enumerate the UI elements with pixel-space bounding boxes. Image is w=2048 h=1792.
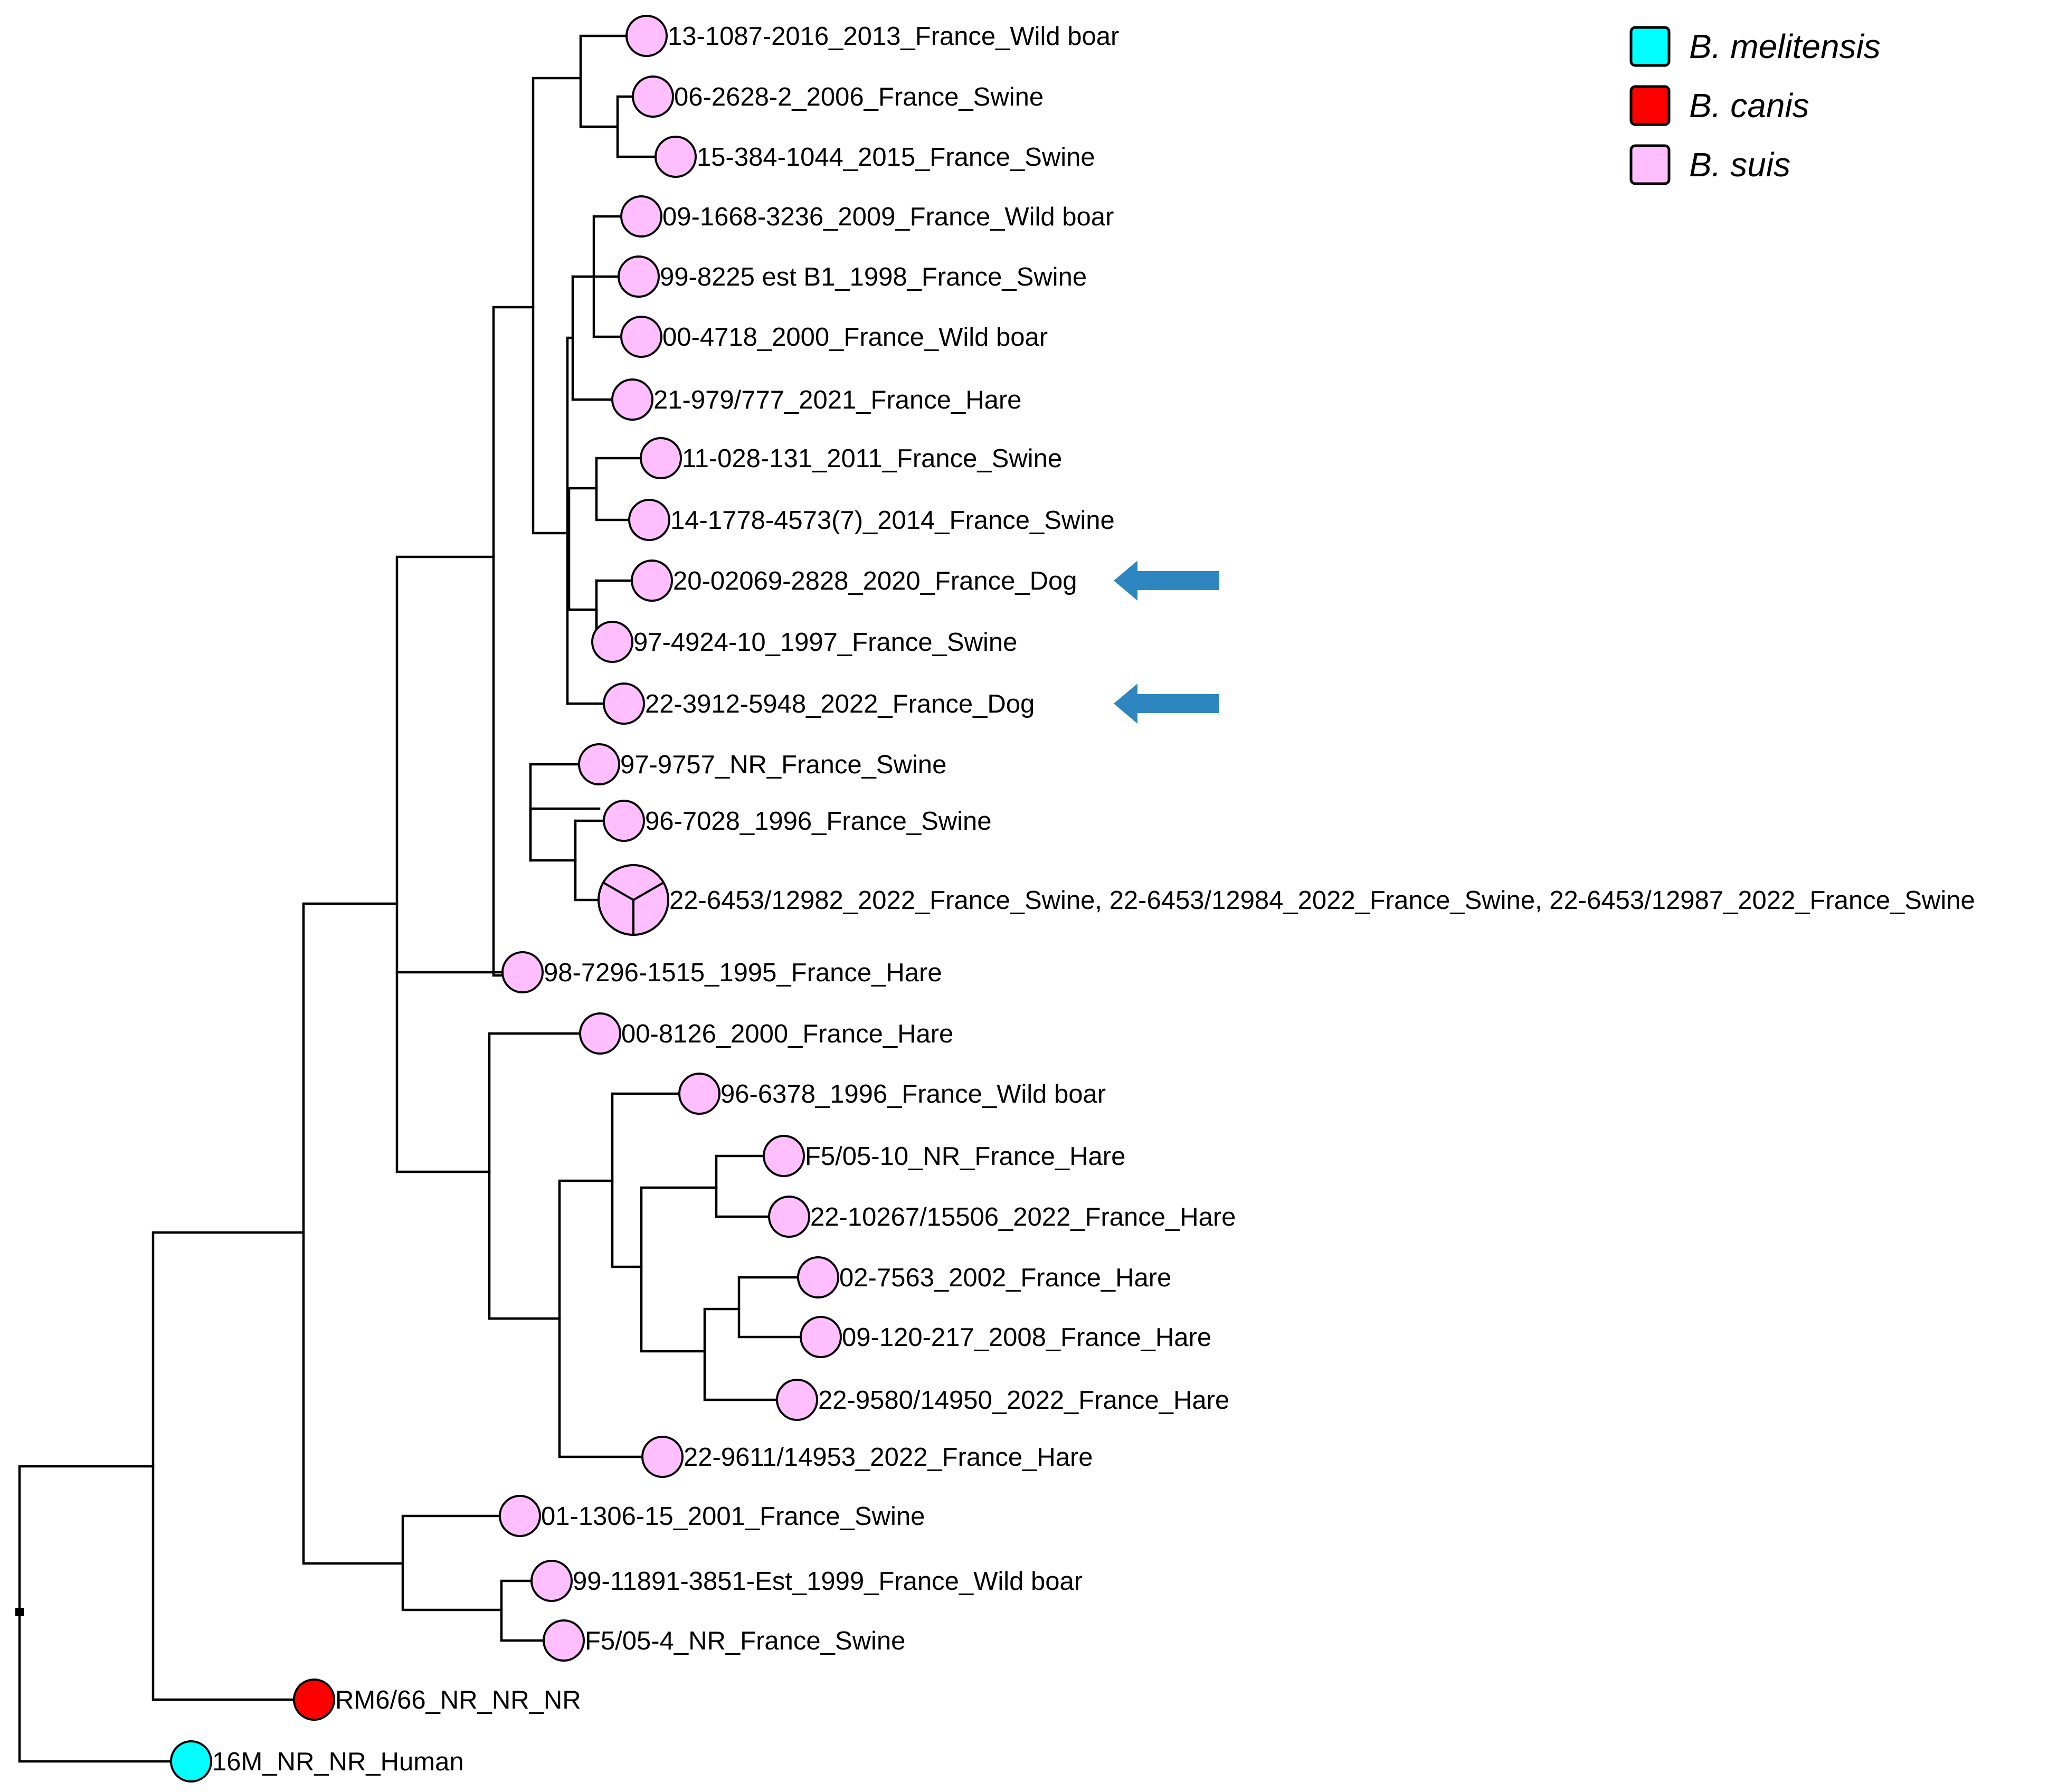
leaf-label: 15-384-1044_2015_France_Swine	[697, 143, 1095, 172]
leaf-label: 22-9580/14950_2022_France_Hare	[818, 1386, 1229, 1415]
leaf-label: 97-4924-10_1997_France_Swine	[633, 628, 1017, 657]
leaf-label: 14-1778-4573(7)_2014_France_Swine	[670, 506, 1115, 535]
branch-clade-c1a	[611, 1092, 701, 1268]
leaf-label: 13-1087-2016_2013_France_Wild boar	[668, 22, 1119, 51]
leaf-label: 22-10267/15506_2022_France_Hare	[810, 1203, 1236, 1231]
species-legend: B. melitensis B. canis B. suis	[1629, 26, 1881, 185]
leaf-label: 00-4718_2000_France_Wild boar	[662, 323, 1048, 352]
leaf-label: 22-3912-5948_2022_France_Dog	[645, 690, 1035, 718]
leaf-label: 11-028-131_2011_France_Swine	[682, 444, 1062, 473]
branch-clade-c1b-2	[703, 1307, 799, 1401]
leaf-node	[632, 75, 674, 118]
leaf-label: 09-120-217_2008_France_Hare	[842, 1323, 1211, 1352]
leaf-label: 00-8126_2000_France_Hare	[621, 1020, 953, 1048]
branch-clade-c	[488, 1032, 602, 1320]
leaf-node	[579, 1012, 621, 1055]
leaf-node	[625, 15, 668, 57]
legend-swatch	[1629, 26, 1671, 67]
legend-swatch	[1629, 85, 1671, 126]
branch-clade-a2	[529, 807, 601, 862]
leaf-node	[678, 1073, 720, 1115]
leaf-label: 16M_NR_NR_Human	[212, 1748, 464, 1776]
highlight-arrows	[1114, 561, 1219, 724]
legend-swatch	[1629, 144, 1671, 185]
leaf-label: 06-2628-2_2006_France_Swine	[674, 83, 1044, 111]
leaf-node	[768, 1196, 810, 1238]
leaf-node	[499, 1495, 541, 1537]
highlight-arrow	[1114, 684, 1219, 724]
leaf-node	[603, 800, 645, 842]
legend-label: B. suis	[1689, 146, 1790, 184]
leaf-node	[618, 255, 660, 298]
leaf-node	[620, 195, 662, 238]
leaf-node	[628, 499, 670, 541]
tree-branches	[15, 34, 822, 1763]
leaf-node	[640, 437, 682, 479]
leaf-label: 22-9611/14953_2022_France_Hare	[684, 1443, 1093, 1472]
root-marker	[15, 1608, 24, 1616]
branch-clade-a-top	[492, 306, 535, 977]
branch-suis-main	[302, 902, 404, 1565]
leaf-labels: 13-1087-2016_2013_France_Wild boar 06-262…	[212, 22, 1975, 1776]
leaf-node	[776, 1379, 818, 1421]
leaf-label: 96-6378_1996_France_Wild boar	[720, 1080, 1106, 1108]
leaf-node	[641, 1436, 684, 1478]
leaf-node	[170, 1740, 212, 1782]
leaf-node	[763, 1135, 805, 1177]
branch-clade-a1b-2	[566, 487, 598, 611]
branch-root	[18, 1465, 193, 1763]
leaf-node	[655, 136, 697, 178]
leaf-node	[578, 743, 620, 785]
highlight-arrow	[1114, 561, 1219, 601]
leaf-node	[543, 1619, 585, 1662]
branch-clade-c1	[558, 1179, 664, 1458]
leaf-label: 02-7563_2002_France_Hare	[839, 1264, 1171, 1292]
legend-label: B. canis	[1689, 87, 1809, 125]
branch-clade-a2-sub	[574, 819, 606, 902]
branch-clade-a1b-1	[571, 215, 643, 338]
branch-clade-c1b	[640, 1186, 718, 1353]
leaf-node	[530, 1560, 573, 1602]
leaf-node	[501, 951, 544, 993]
leaf-node	[603, 682, 645, 725]
leaf-label: 21-979/777_2021_France_Hare	[653, 386, 1021, 414]
leaf-label: 20-02069-2828_2020_France_Dog	[673, 567, 1077, 595]
leaf-label: 99-8225 est B1_1998_France_Swine	[660, 263, 1087, 291]
leaf-label: 09-1668-3236_2009_France_Wild boar	[662, 203, 1114, 231]
node-segment-divider	[602, 881, 634, 901]
leaf-node	[631, 560, 673, 602]
leaf-label: RM6/66_NR_NR_NR	[335, 1686, 581, 1714]
node-segment-divider	[633, 881, 665, 901]
branch-ingroup	[151, 1231, 316, 1701]
leaf-label: 01-1306-15_2001_France_Swine	[541, 1502, 925, 1531]
leaf-node	[293, 1679, 335, 1721]
branch-clade-a	[395, 555, 495, 1173]
leaf-label: F5/05-10_NR_France_Hare	[805, 1142, 1125, 1171]
leaf-label: F5/05-4_NR_France_Swine	[585, 1627, 905, 1655]
legend-label: B. melitensis	[1689, 27, 1881, 65]
leaf-label: 98-7296-1515_1995_France_Hare	[544, 959, 942, 987]
leaf-node	[797, 1256, 839, 1298]
leaf-node	[591, 621, 633, 663]
leaf-label: 22-6453/12982_2022_France_Swine, 22-6453…	[669, 886, 1975, 915]
leaf-label: 99-11891-3851-Est_1999_France_Wild boar	[573, 1567, 1083, 1596]
leaf-nodes	[170, 15, 842, 1782]
leaf-node	[800, 1316, 842, 1358]
leaf-node	[611, 378, 653, 421]
leaf-label: 96-7028_1996_France_Swine	[645, 807, 992, 836]
leaf-label: 97-9757_NR_France_Swine	[620, 751, 946, 779]
branch-clade-a1	[532, 77, 582, 535]
leaf-node	[620, 316, 662, 358]
